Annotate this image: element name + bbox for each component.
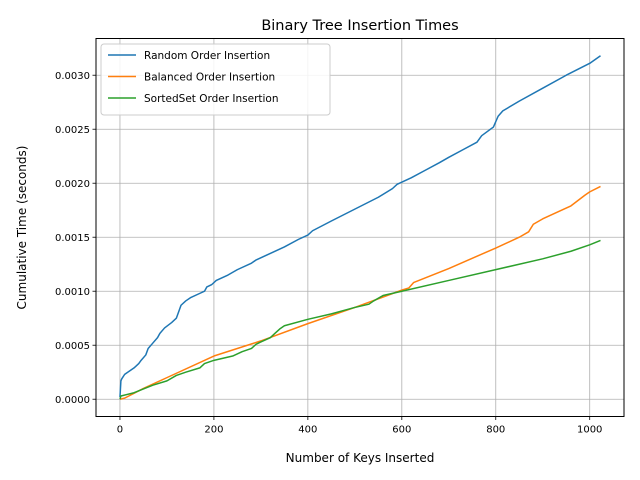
data-series bbox=[119, 55, 601, 400]
legend-label-3: SortedSet Order Insertion bbox=[144, 93, 279, 105]
legend-box bbox=[100, 43, 331, 116]
y-tick-label: 0.0015 bbox=[55, 233, 90, 244]
series-line-3 bbox=[119, 239, 601, 400]
y-tick-label: 0.0000 bbox=[55, 395, 90, 406]
x-axis-label: Number of Keys Inserted bbox=[286, 451, 435, 465]
chart-legend: Random Order Insertion Balanced Order Ins… bbox=[100, 43, 331, 116]
y-axis-ticks: 0.0000 0.0005 0.0010 0.0015 0.0020 0.0025 0.00… bbox=[55, 71, 96, 406]
x-tick-label: 1000 bbox=[577, 425, 602, 436]
y-axis-label: Cumulative Time (seconds) bbox=[15, 146, 29, 310]
legend-label-1: Random Order Insertion bbox=[144, 50, 270, 62]
x-tick-label: 200 bbox=[204, 425, 223, 436]
x-tick-label: 0 bbox=[117, 425, 123, 436]
series-line-2 bbox=[119, 185, 601, 400]
y-tick-label: 0.0005 bbox=[55, 341, 90, 352]
chart-title: Binary Tree Insertion Times bbox=[261, 18, 458, 34]
y-tick-label: 0.0010 bbox=[55, 287, 90, 298]
x-tick-label: 600 bbox=[392, 425, 411, 436]
series-line-1 bbox=[119, 55, 601, 398]
x-tick-label: 800 bbox=[486, 425, 505, 436]
plot-area-frame bbox=[95, 38, 625, 417]
x-axis-ticks: 0 200 400 600 800 1000 bbox=[117, 416, 602, 436]
y-tick-label: 0.0025 bbox=[55, 125, 90, 136]
y-tick-label: 0.0030 bbox=[55, 71, 90, 82]
y-tick-label: 0.0020 bbox=[55, 179, 90, 190]
legend-label-2: Balanced Order Insertion bbox=[144, 72, 275, 84]
x-tick-label: 400 bbox=[298, 425, 317, 436]
